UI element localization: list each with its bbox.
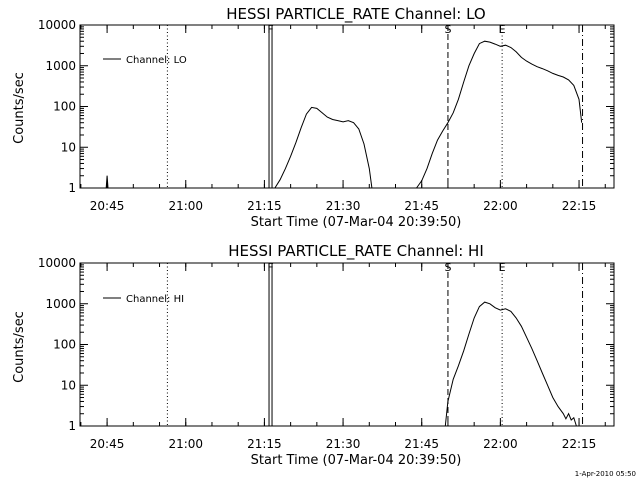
- legend: Channel: LO: [103, 55, 187, 66]
- marker-label: F: [267, 261, 273, 274]
- marker-label: S: [444, 261, 451, 274]
- legend: Channel: HI: [103, 294, 184, 305]
- x-ticks: 20:45 21:00 21:15 21:30 21:45 22:00 22:15: [80, 25, 606, 213]
- y-axis-label: Counts/sec: [12, 72, 27, 144]
- panel-hi-chart: HESSI PARTICLE_RATE Channel: HI Start Ti…: [12, 242, 615, 468]
- x-tick-label: 21:00: [168, 199, 203, 213]
- y-tick-label: 10: [61, 140, 76, 154]
- x-tick-label: 21:15: [247, 199, 282, 213]
- marker-label: E: [499, 261, 506, 274]
- y-tick-label: 10: [61, 378, 76, 392]
- chart-title: HESSI PARTICLE_RATE Channel: LO: [226, 5, 485, 24]
- series-line: [416, 40, 583, 189]
- y-tick-label: 100: [53, 100, 76, 114]
- plot-frame: [79, 24, 615, 189]
- x-tick-label: 22:00: [483, 437, 518, 451]
- plot-frame: [79, 262, 615, 427]
- x-tick-label: 21:00: [168, 437, 203, 451]
- x-tick-label: 22:00: [483, 199, 518, 213]
- panel-lo-chart: HESSI PARTICLE_RATE Channel: LO Start Ti…: [12, 5, 615, 230]
- x-axis-label: Start Time (07-Mar-04 20:39:50): [251, 215, 462, 230]
- legend-label: Channel: HI: [126, 294, 184, 305]
- y-tick-label: 1: [68, 181, 76, 195]
- y-tick-label: 10000: [38, 256, 76, 270]
- footer-timestamp: 1-Apr-2010 05:50: [575, 470, 636, 478]
- series-line: [274, 106, 373, 189]
- x-tick-label: 21:30: [326, 199, 361, 213]
- y-axis-label: Counts/sec: [12, 311, 27, 383]
- x-tick-label: 20:45: [90, 437, 125, 451]
- y-ticks: 1 10 100 1000 10000: [38, 18, 614, 195]
- series-line: [444, 301, 577, 427]
- marker-label: E: [499, 23, 506, 36]
- y-tick-label: 1: [68, 419, 76, 433]
- x-tick-label: 21:30: [326, 437, 361, 451]
- x-tick-label: 21:45: [404, 437, 439, 451]
- y-tick-label: 100: [53, 338, 76, 352]
- x-tick-label: 21:45: [404, 199, 439, 213]
- marker-label: S: [444, 23, 451, 36]
- x-tick-label: 21:15: [247, 437, 282, 451]
- x-ticks: 20:45 21:00 21:15 21:30 21:45 22:00 22:15: [80, 263, 606, 451]
- y-tick-label: 1000: [45, 59, 76, 73]
- marker-label: F: [267, 23, 273, 36]
- series-line: [105, 175, 109, 189]
- chart-title: HESSI PARTICLE_RATE Channel: HI: [228, 242, 484, 261]
- x-axis-label: Start Time (07-Mar-04 20:39:50): [251, 453, 462, 468]
- series-group: [444, 301, 577, 427]
- x-tick-label: 22:15: [562, 437, 597, 451]
- y-tick-label: 1000: [45, 297, 76, 311]
- x-tick-label: 22:15: [562, 199, 597, 213]
- legend-label: Channel: LO: [126, 55, 187, 66]
- x-tick-label: 20:45: [90, 199, 125, 213]
- series-group: [105, 40, 583, 189]
- y-ticks: 1 10 100 1000 10000: [38, 256, 614, 433]
- y-tick-label: 10000: [38, 18, 76, 32]
